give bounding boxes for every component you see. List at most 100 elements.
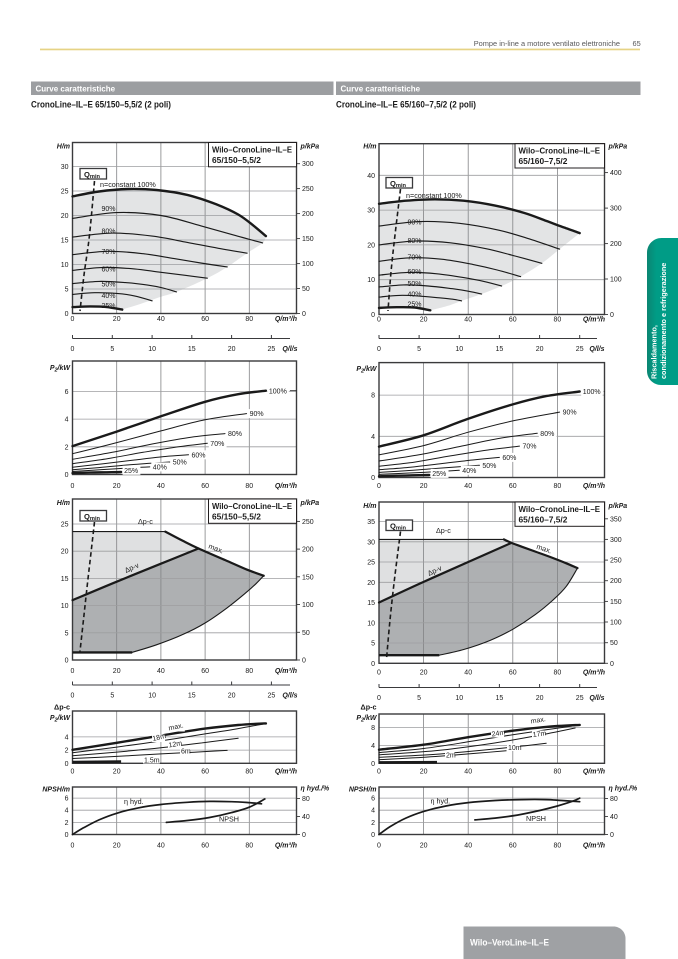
svg-text:300: 300 bbox=[610, 206, 622, 213]
svg-text:n=constant 100%: n=constant 100% bbox=[406, 191, 462, 200]
svg-text:5: 5 bbox=[65, 287, 69, 294]
svg-text:Q/m³/h: Q/m³/h bbox=[583, 317, 605, 324]
svg-text:15: 15 bbox=[367, 600, 375, 607]
svg-text:50%: 50% bbox=[173, 460, 187, 467]
svg-text:80: 80 bbox=[245, 769, 253, 776]
svg-text:90%: 90% bbox=[563, 410, 577, 417]
svg-text:100%: 100% bbox=[583, 389, 601, 396]
svg-text:10: 10 bbox=[367, 277, 375, 284]
svg-text:0: 0 bbox=[71, 769, 75, 776]
svg-text:0: 0 bbox=[71, 346, 75, 353]
svg-text:80%: 80% bbox=[408, 238, 422, 245]
svg-text:40: 40 bbox=[464, 317, 472, 324]
svg-text:6: 6 bbox=[65, 389, 69, 396]
svg-text:40: 40 bbox=[610, 814, 618, 821]
svg-text:0: 0 bbox=[302, 832, 306, 839]
svg-text:90%: 90% bbox=[250, 411, 264, 418]
svg-text:20: 20 bbox=[420, 317, 428, 324]
svg-text:condizionamento e refrigerazio: condizionamento e refrigerazione bbox=[659, 263, 668, 379]
svg-text:250: 250 bbox=[302, 186, 314, 193]
svg-text:80: 80 bbox=[554, 769, 562, 776]
svg-text:50%: 50% bbox=[482, 463, 496, 470]
svg-text:60: 60 bbox=[201, 316, 209, 323]
svg-text:50: 50 bbox=[610, 640, 618, 647]
svg-text:5: 5 bbox=[65, 630, 69, 637]
svg-text:100: 100 bbox=[302, 261, 314, 268]
svg-text:NPSH/m: NPSH/m bbox=[42, 787, 70, 794]
svg-text:40: 40 bbox=[464, 483, 472, 490]
svg-text:0: 0 bbox=[610, 832, 614, 839]
svg-text:50: 50 bbox=[302, 286, 310, 293]
svg-text:80: 80 bbox=[554, 317, 562, 324]
svg-text:Q/m³/h: Q/m³/h bbox=[583, 670, 605, 677]
svg-text:Q/l/s: Q/l/s bbox=[282, 346, 297, 353]
svg-text:20: 20 bbox=[61, 549, 69, 556]
svg-text:0: 0 bbox=[377, 483, 381, 490]
svg-text:40: 40 bbox=[157, 316, 165, 323]
svg-text:0: 0 bbox=[377, 843, 381, 850]
svg-text:Wilo–VeroLine–IL–E: Wilo–VeroLine–IL–E bbox=[470, 938, 549, 948]
svg-text:10: 10 bbox=[455, 695, 463, 702]
svg-text:80%: 80% bbox=[102, 229, 116, 236]
svg-text:Wilo–CronoLine–IL–E: Wilo–CronoLine–IL–E bbox=[212, 501, 292, 511]
svg-text:0: 0 bbox=[302, 658, 306, 665]
svg-text:5: 5 bbox=[417, 695, 421, 702]
svg-text:4: 4 bbox=[65, 417, 69, 424]
svg-text:150: 150 bbox=[610, 599, 622, 606]
svg-text:200: 200 bbox=[302, 211, 314, 218]
svg-text:60: 60 bbox=[201, 843, 209, 850]
svg-text:12m: 12m bbox=[168, 740, 183, 749]
svg-text:0: 0 bbox=[377, 670, 381, 677]
svg-text:0: 0 bbox=[377, 769, 381, 776]
svg-text:30: 30 bbox=[367, 539, 375, 546]
svg-text:Q/m³/h: Q/m³/h bbox=[275, 843, 297, 850]
svg-text:30: 30 bbox=[367, 208, 375, 215]
svg-text:0: 0 bbox=[71, 693, 75, 700]
svg-text:2m: 2m bbox=[446, 753, 456, 760]
svg-text:50%: 50% bbox=[102, 282, 116, 289]
svg-text:Δp-c: Δp-c bbox=[436, 526, 451, 535]
svg-text:0: 0 bbox=[65, 472, 69, 479]
svg-text:4: 4 bbox=[65, 808, 69, 815]
svg-text:NPSH: NPSH bbox=[526, 814, 546, 823]
svg-text:20: 20 bbox=[367, 580, 375, 587]
svg-text:60: 60 bbox=[509, 843, 517, 850]
svg-text:0: 0 bbox=[377, 346, 381, 353]
svg-text:40%: 40% bbox=[408, 292, 422, 299]
svg-text:15: 15 bbox=[61, 238, 69, 245]
svg-text:Q/m³/h: Q/m³/h bbox=[275, 769, 297, 776]
svg-text:η hyd./%: η hyd./% bbox=[609, 786, 639, 793]
svg-text:0: 0 bbox=[71, 668, 75, 675]
svg-text:70%: 70% bbox=[523, 444, 537, 451]
svg-text:1.5m: 1.5m bbox=[144, 758, 160, 765]
svg-text:80: 80 bbox=[245, 483, 253, 490]
svg-text:P2/kW: P2/kW bbox=[50, 715, 72, 724]
svg-text:200: 200 bbox=[610, 241, 622, 248]
svg-text:NPSH: NPSH bbox=[219, 815, 239, 824]
svg-text:25: 25 bbox=[576, 695, 584, 702]
svg-text:8: 8 bbox=[371, 393, 375, 400]
svg-text:0: 0 bbox=[377, 317, 381, 324]
svg-text:20: 20 bbox=[113, 668, 121, 675]
svg-text:25: 25 bbox=[367, 560, 375, 567]
svg-text:10: 10 bbox=[367, 620, 375, 627]
svg-text:90%: 90% bbox=[408, 220, 422, 227]
svg-text:40: 40 bbox=[464, 769, 472, 776]
svg-text:Pompe in-line a motore ventila: Pompe in-line a motore ventilato elettro… bbox=[474, 39, 620, 48]
svg-text:5: 5 bbox=[110, 693, 114, 700]
svg-text:20: 20 bbox=[367, 242, 375, 249]
svg-text:0: 0 bbox=[610, 661, 614, 668]
svg-text:max.: max. bbox=[530, 716, 546, 725]
svg-text:Qmin: Qmin bbox=[390, 179, 407, 189]
svg-text:100: 100 bbox=[610, 620, 622, 627]
svg-text:150: 150 bbox=[302, 236, 314, 243]
svg-text:H/m: H/m bbox=[363, 144, 376, 151]
svg-text:100: 100 bbox=[610, 277, 622, 284]
svg-text:P2/kW: P2/kW bbox=[356, 715, 378, 724]
svg-text:80: 80 bbox=[302, 796, 310, 803]
svg-text:Q/m³/h: Q/m³/h bbox=[275, 316, 297, 323]
svg-text:15: 15 bbox=[188, 346, 196, 353]
svg-text:30: 30 bbox=[61, 164, 69, 171]
svg-text:6m: 6m bbox=[181, 749, 191, 756]
svg-text:60%: 60% bbox=[408, 269, 422, 276]
